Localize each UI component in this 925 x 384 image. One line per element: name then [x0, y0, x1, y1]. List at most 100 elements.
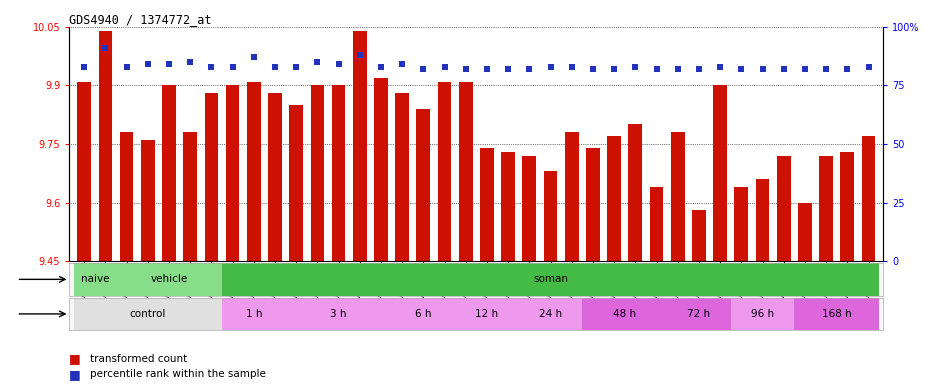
Point	[500, 66, 515, 72]
Point	[692, 66, 707, 72]
Text: GDS4940 / 1374772_at: GDS4940 / 1374772_at	[69, 13, 212, 26]
Point	[671, 66, 685, 72]
Bar	[692, 210, 706, 261]
Bar	[226, 85, 240, 261]
Bar	[820, 156, 833, 261]
Point	[797, 66, 812, 72]
Point	[755, 66, 770, 72]
Text: 1 h: 1 h	[245, 309, 262, 319]
Bar	[222, 263, 879, 296]
Point	[479, 66, 494, 72]
Bar	[777, 156, 791, 261]
Text: 12 h: 12 h	[475, 309, 499, 319]
Text: transformed count: transformed count	[90, 354, 187, 364]
Bar	[391, 298, 455, 330]
Point	[246, 54, 261, 60]
Point	[543, 64, 558, 70]
Bar	[332, 85, 345, 261]
Point	[395, 61, 410, 68]
Bar	[183, 132, 197, 261]
Bar	[671, 132, 684, 261]
Bar	[290, 105, 303, 261]
Bar	[222, 298, 286, 330]
Text: vehicle: vehicle	[151, 274, 188, 285]
Bar	[583, 298, 667, 330]
Point	[586, 66, 600, 72]
Bar	[795, 298, 879, 330]
Text: ■: ■	[69, 353, 85, 366]
Bar	[628, 124, 642, 261]
Bar	[286, 298, 391, 330]
Bar	[416, 109, 430, 261]
Text: 96 h: 96 h	[751, 309, 774, 319]
Bar	[119, 132, 133, 261]
Bar	[544, 171, 558, 261]
Bar	[734, 187, 748, 261]
Point	[607, 66, 622, 72]
Bar	[608, 136, 621, 261]
Point	[564, 64, 579, 70]
Bar	[162, 85, 176, 261]
Bar	[841, 152, 854, 261]
Point	[840, 66, 855, 72]
Point	[352, 52, 367, 58]
Point	[141, 61, 155, 68]
Point	[628, 64, 643, 70]
Bar	[756, 179, 770, 261]
Point	[819, 66, 833, 72]
Text: naive: naive	[80, 274, 109, 285]
Bar	[204, 93, 218, 261]
Bar	[586, 148, 599, 261]
Text: 72 h: 72 h	[687, 309, 710, 319]
Point	[438, 64, 452, 70]
Bar	[311, 85, 325, 261]
Bar	[74, 298, 222, 330]
Bar	[353, 31, 366, 261]
Bar	[268, 93, 282, 261]
Text: control: control	[130, 309, 166, 319]
Text: ■: ■	[69, 368, 85, 381]
Point	[162, 61, 177, 68]
Bar	[247, 81, 261, 261]
Text: 3 h: 3 h	[330, 309, 347, 319]
Bar	[480, 148, 494, 261]
Point	[374, 64, 388, 70]
Point	[522, 66, 536, 72]
Text: 6 h: 6 h	[415, 309, 432, 319]
Text: 168 h: 168 h	[822, 309, 852, 319]
Bar	[395, 93, 409, 261]
Text: 48 h: 48 h	[613, 309, 636, 319]
Text: soman: soman	[533, 274, 568, 285]
Point	[416, 66, 431, 72]
Bar	[713, 85, 727, 261]
Point	[459, 66, 474, 72]
Bar	[74, 263, 116, 296]
Point	[734, 66, 748, 72]
Bar	[78, 81, 91, 261]
Point	[77, 64, 92, 70]
Bar	[141, 140, 154, 261]
Bar	[116, 263, 222, 296]
Point	[310, 59, 325, 65]
Point	[289, 64, 303, 70]
Point	[225, 64, 240, 70]
Point	[776, 66, 791, 72]
Text: 24 h: 24 h	[539, 309, 562, 319]
Point	[98, 45, 113, 51]
Point	[183, 59, 198, 65]
Bar	[731, 298, 795, 330]
Bar	[374, 78, 388, 261]
Bar	[501, 152, 515, 261]
Bar	[99, 31, 112, 261]
Point	[267, 64, 282, 70]
Text: percentile rank within the sample: percentile rank within the sample	[90, 369, 265, 379]
Point	[649, 66, 664, 72]
Bar	[565, 132, 579, 261]
Bar	[438, 81, 451, 261]
Bar	[798, 202, 812, 261]
Bar	[649, 187, 663, 261]
Point	[331, 61, 346, 68]
Point	[861, 64, 876, 70]
Bar	[459, 81, 473, 261]
Bar	[523, 156, 536, 261]
